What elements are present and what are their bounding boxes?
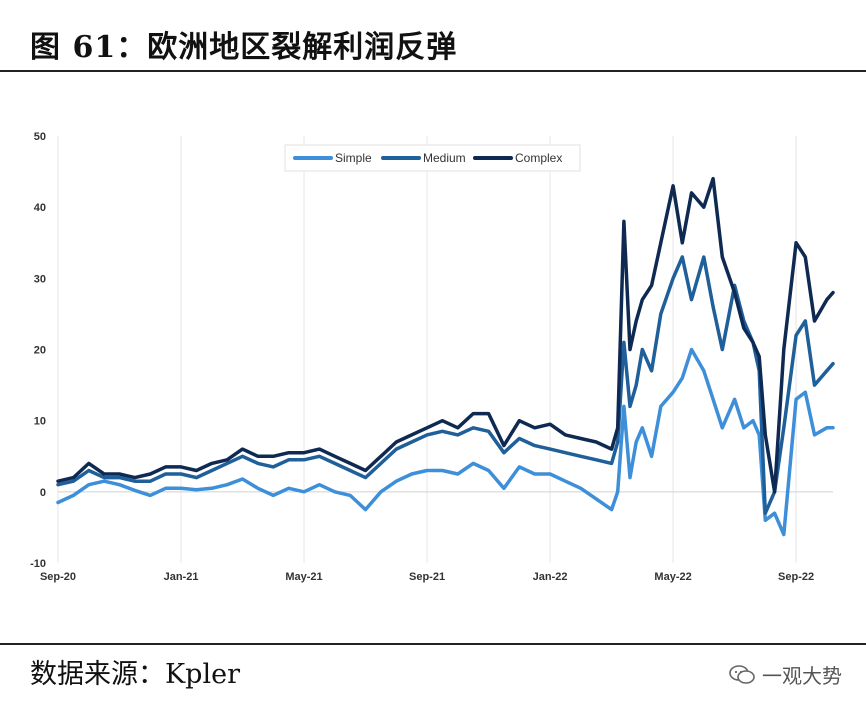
x-tick-label: May-21 [285,571,322,583]
legend-label-complex: Complex [515,151,562,165]
source-divider [0,643,866,645]
line-chart: -10 0 10 20 30 40 50 Sep-20 Jan-21 May-21 Sep-21 J… [30,131,835,583]
legend: Simple Medium Complex [284,144,581,172]
y-tick-label: 40 [34,202,46,214]
figure-title: 图 61：欧洲地区裂解利润反弹 [30,30,458,65]
x-tick-label: May-22 [654,571,691,583]
x-tick-label: Jan-22 [533,571,568,583]
series-line-complex [56,176,835,494]
x-tick-label: Jan-21 [164,571,199,583]
watermark: 一观大势 [728,660,842,689]
series-line-medium [56,255,835,515]
source-note: 数据来源：Kpler [30,659,240,690]
grid-lines [57,136,833,563]
watermark-text: 一观大势 [762,664,842,688]
x-tick-label: Sep-20 [40,571,76,583]
legend-label-medium: Medium [423,151,466,165]
x-tick-label: Sep-21 [409,571,445,583]
y-tick-label: 20 [34,345,46,357]
y-axis-ticks: -10 0 10 20 30 40 50 [30,131,46,570]
y-tick-label: 0 [40,487,46,499]
series-lines [56,176,835,537]
y-tick-label: 30 [34,273,46,285]
title-divider [0,70,866,72]
x-tick-label: Sep-22 [778,571,814,583]
y-tick-label: 10 [34,416,46,428]
x-axis-ticks: Sep-20 Jan-21 May-21 Sep-21 Jan-22 May-22 Sep-… [40,571,814,583]
legend-box [284,144,581,172]
wechat-icon [729,664,755,684]
y-tick-label: 50 [34,131,46,143]
y-tick-label: -10 [30,558,46,570]
series-line-simple [56,347,835,537]
legend-label-simple: Simple [335,151,372,165]
